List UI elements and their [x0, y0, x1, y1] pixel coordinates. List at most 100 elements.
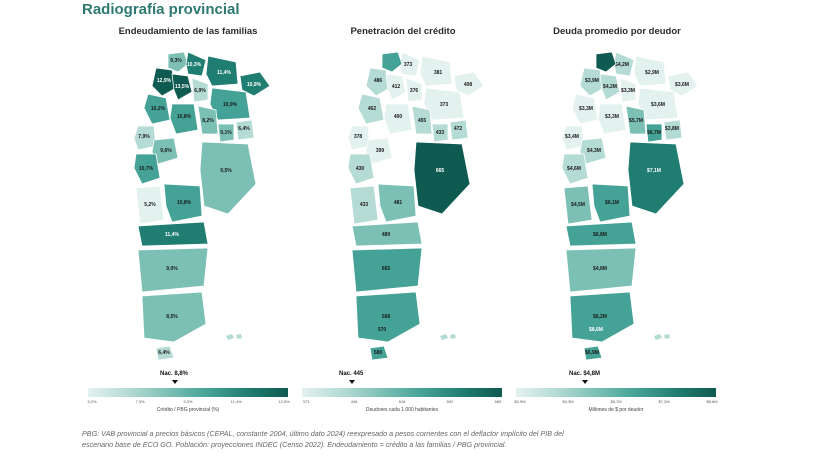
legend-tick: $5,7M [610, 399, 622, 404]
province-value-label: 11,4% [165, 232, 179, 238]
map-provinces: 9,3% 10,3% 11,4% 10,9% 12,9%13,5% 6,9% 10,2% 10… [133, 51, 271, 361]
province-region [625, 105, 647, 135]
province-region [365, 137, 393, 165]
province-value-label: $4,5M [571, 202, 585, 208]
province-region [419, 55, 453, 87]
province-region [163, 183, 203, 223]
province-region [667, 71, 699, 97]
province-value-label: 665 [382, 266, 391, 272]
province-region [383, 103, 413, 135]
province-value-label: 10,7% [139, 166, 154, 172]
province-value-label: 373 [404, 62, 413, 68]
province-value-label: 7,9% [138, 134, 150, 140]
province-value-label: 400 [394, 114, 403, 120]
province-region [563, 185, 593, 225]
province-region [357, 93, 385, 125]
province-value-label: 10,9% [247, 82, 262, 88]
province-value-label: $6,7M [647, 130, 661, 136]
province-region [235, 119, 255, 141]
province-value-label: 462 [368, 106, 377, 112]
national-marker-deuda [582, 380, 588, 384]
province-region [413, 141, 471, 215]
province-region [597, 103, 627, 135]
legend-endeudamiento: 5,2% 7,3% 9,3% 11,4% 13,5% Crédito / PBG… [87, 388, 290, 413]
province-value-label: 9,5% [220, 168, 232, 174]
province-region [141, 291, 207, 343]
province-region [411, 105, 433, 135]
legend-tick: $8,6M [706, 399, 718, 404]
province-value-label: $3,3M [621, 88, 635, 94]
province-region [633, 55, 667, 87]
province-value-label: $3,9M [585, 78, 599, 84]
province-region [369, 345, 389, 361]
legend-tick: $7,2M [658, 399, 670, 404]
province-region [637, 87, 679, 121]
province-region [385, 73, 407, 101]
province-value-label: $4,2M [615, 62, 629, 68]
argentina-map-endeudamiento: 9,3% 10,3% 11,4% 10,9% 12,9%13,5% 6,9% 10,2% 10… [133, 51, 271, 361]
legend-color-bar [88, 388, 288, 397]
province-region [381, 51, 403, 73]
province-value-label: 6,4% [158, 350, 170, 356]
province-region [349, 185, 379, 225]
province-region [191, 77, 209, 103]
province-value-label: 568 [382, 314, 391, 320]
province-value-label: $3,6M [675, 82, 689, 88]
footnote-line-1: PBG: VAB provincial a precios básicos (C… [82, 429, 564, 438]
province-region [663, 119, 683, 141]
legend-penetracion: 373 446 518 592 665 Deudores cada 1.000 … [302, 388, 502, 413]
legend-tick: 518 [398, 399, 406, 404]
province-value-label: 378 [354, 134, 363, 140]
province-value-label: 489 [382, 232, 391, 238]
province-value-label: $6,9M [585, 350, 599, 356]
province-region [645, 123, 663, 143]
province-region [143, 93, 171, 125]
province-value-label: $6,1M [605, 200, 619, 206]
legend-tick: 592 [446, 399, 454, 404]
province-value-label: $4,6M [567, 166, 581, 172]
province-value-label: 381 [434, 70, 443, 76]
province-value-label: 10,9% [223, 102, 238, 108]
province-region [599, 73, 621, 101]
province-region [133, 153, 161, 185]
province-value-label: 9,6% [160, 148, 172, 154]
province-value-label: 472 [454, 126, 463, 132]
province-value-label: 10,8% [177, 114, 192, 120]
province-value-label: 8,2% [202, 118, 214, 124]
province-value-label: $4,2M [603, 84, 617, 90]
province-value-label: 486 [374, 78, 383, 84]
province-region [431, 123, 449, 143]
legend-tick: 9,3% [183, 399, 193, 404]
province-value-label: $3,3M [605, 114, 619, 120]
national-value-penetracion: Nac. 445 [339, 371, 364, 377]
map-provinces: 3733733814084864123764623733784004554333… [347, 51, 485, 361]
province-region [197, 105, 219, 135]
province-value-label: 8,5% [166, 314, 178, 320]
province-region [135, 185, 165, 225]
province-region [205, 55, 239, 87]
province-value-label: 373 [440, 102, 449, 108]
map-panel-penetracion: 3733733814084864123764623733784004554333… [292, 42, 522, 372]
province-region [365, 67, 391, 97]
province-value-label: 376 [410, 88, 419, 94]
legend-caption: Deudores cada 1.000 habitantes [365, 407, 439, 413]
islands-shape [654, 334, 670, 340]
argentina-map-penetracion: 3733733814084864123764623733784004554333… [347, 51, 485, 361]
province-value-label: $8,6M [589, 327, 603, 333]
province-value-label: 6,4% [238, 126, 250, 132]
province-region [185, 51, 207, 77]
province-region [209, 87, 251, 121]
legend-tick: $4,3M [562, 399, 574, 404]
province-value-label: 11,4% [217, 70, 231, 76]
province-value-label: 10,3% [187, 62, 202, 68]
province-region [569, 291, 635, 343]
province-region [133, 125, 157, 151]
province-value-label: $7,1M [647, 168, 661, 174]
province-region [137, 247, 209, 293]
province-value-label: 9,1% [220, 130, 232, 136]
province-value-label: 412 [392, 84, 401, 90]
panel-title-endeudamiento: Endeudamiento de las familias [118, 26, 258, 37]
province-value-label: $4,8M [593, 266, 607, 272]
province-region [355, 291, 421, 343]
province-region [405, 77, 423, 103]
